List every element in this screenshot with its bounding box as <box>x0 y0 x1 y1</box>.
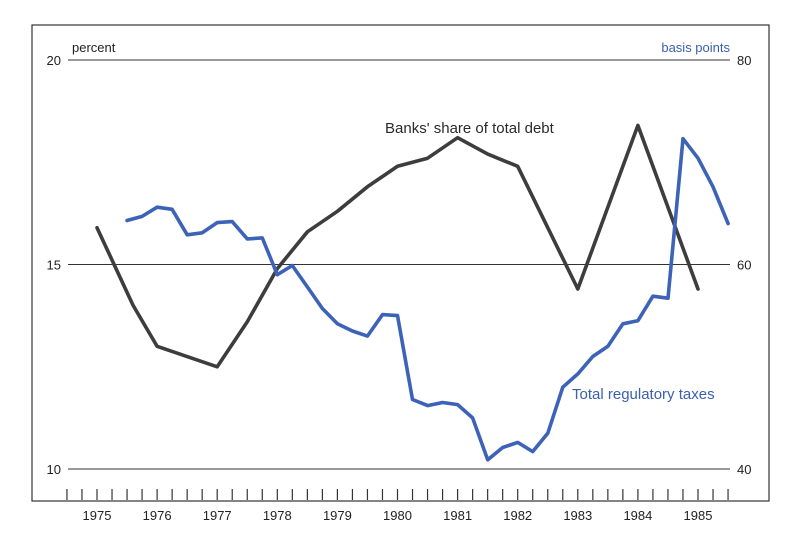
x-axis-ticks <box>66 489 729 500</box>
x-tick-label: 1983 <box>563 508 592 523</box>
left-axis-unit: percent <box>72 40 116 55</box>
right-tick-label: 40 <box>737 462 751 477</box>
x-tick-label: 1984 <box>623 508 652 523</box>
right-tick-label: 80 <box>737 53 751 68</box>
right-tick-label: 60 <box>737 258 751 273</box>
series-line-banks-share <box>95 123 700 369</box>
axis-labels: 10 40 15 60 20 80 1975 1976 1977 1978 1979 1980 1981… <box>47 53 752 523</box>
left-tick-label: 10 <box>47 462 61 477</box>
series-label-regulatory-taxes: Total regulatory taxes <box>572 386 715 403</box>
right-axis-unit: basis points <box>661 40 730 55</box>
x-tick-label: 1985 <box>684 508 713 523</box>
plot-frame <box>31 24 770 502</box>
series-line-regulatory-taxes <box>125 136 730 462</box>
x-tick-label: 1977 <box>203 508 232 523</box>
left-tick-label: 15 <box>47 258 61 273</box>
x-tick-label: 1978 <box>263 508 292 523</box>
x-tick-label: 1982 <box>503 508 532 523</box>
series-lines <box>95 123 730 462</box>
x-tick-label: 1976 <box>143 508 172 523</box>
gridlines <box>68 59 730 470</box>
x-tick-label: 1980 <box>383 508 412 523</box>
x-tick-label: 1979 <box>323 508 352 523</box>
series-label-banks-share: Banks' share of total debt <box>385 120 555 137</box>
left-tick-label: 20 <box>47 53 61 68</box>
x-tick-label: 1975 <box>83 508 112 523</box>
x-tick-label: 1981 <box>443 508 472 523</box>
